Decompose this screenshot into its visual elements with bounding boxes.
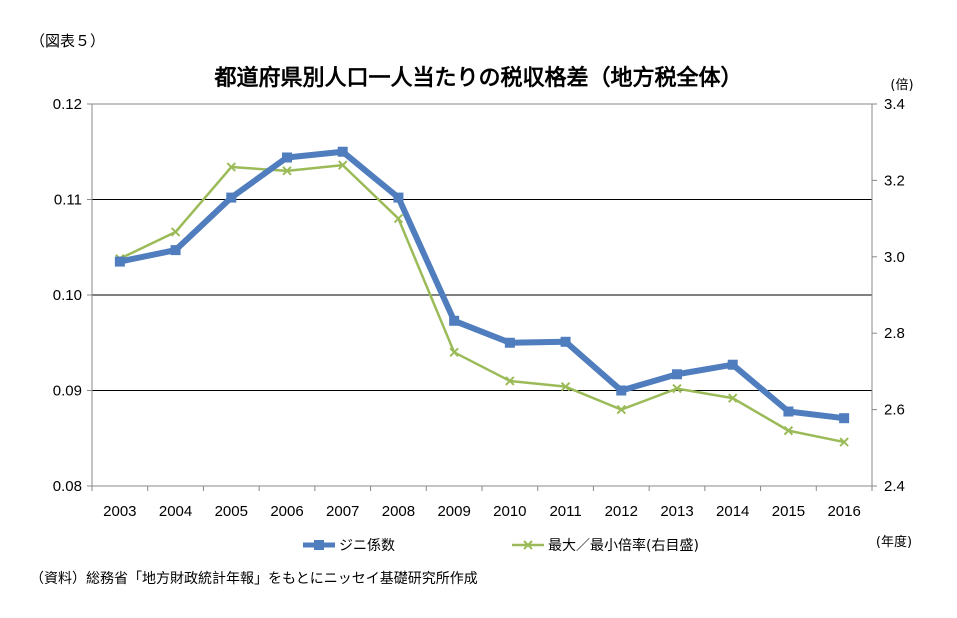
legend-item: 最大／最小倍率(右目盛) [512, 537, 699, 554]
x-tick-label: 2006 [270, 503, 303, 520]
x-tick-label: 2014 [716, 503, 749, 520]
data-point [783, 425, 794, 436]
grid-lines [92, 103, 872, 487]
y-right-tick-label: 2.8 [884, 325, 905, 342]
legend-marker [523, 540, 533, 550]
data-point [170, 245, 181, 256]
x-tick-marks [91, 486, 873, 491]
y-left-tick-label: 0.09 [53, 383, 82, 400]
legend-label: ジニ係数 [339, 538, 395, 554]
y-left-ticks: 0.08 0.09 0.10 0.11 0.12 [53, 96, 92, 495]
data-point [449, 347, 459, 358]
data-point [449, 315, 460, 326]
y-right-ticks: 2.4 2.6 2.8 3.0 3.2 3.4 [872, 96, 905, 495]
x-tick-label: 2011 [549, 503, 581, 520]
y-right-tick-label: 3.4 [884, 96, 905, 113]
series-gini [114, 146, 850, 424]
y-right-tick-label: 2.6 [884, 402, 905, 419]
series-line [118, 163, 846, 444]
data-point [505, 376, 515, 386]
x-tick-label: 2005 [215, 503, 248, 520]
data-point [616, 404, 626, 415]
data-point [560, 381, 571, 392]
y-left-tick-label: 0.12 [53, 96, 82, 113]
data-point [839, 437, 849, 447]
data-point [338, 160, 348, 170]
x-tick-label: 2010 [493, 503, 526, 520]
data-point [114, 256, 125, 267]
data-point [337, 146, 348, 157]
data-point [783, 406, 794, 417]
data-point [728, 393, 738, 403]
data-point [393, 213, 404, 224]
data-point [226, 162, 236, 172]
data-point [727, 359, 738, 370]
legend-label: 最大／最小倍率(右目盛) [548, 537, 699, 554]
figure-label: （図表５） [30, 32, 106, 50]
x-tick-label: 2003 [103, 503, 136, 520]
x-axis-unit: (年度) [876, 534, 912, 550]
data-point [560, 336, 571, 347]
data-point [282, 166, 292, 176]
data-point [282, 152, 292, 163]
x-tick-label: 2004 [159, 503, 192, 520]
data-point [504, 337, 515, 348]
data-point [393, 192, 404, 203]
data-point [839, 413, 850, 424]
series-line [116, 148, 848, 422]
data-point [672, 369, 682, 380]
series-layer [114, 146, 850, 447]
legend-item: ジニ係数 [303, 538, 395, 554]
source-note: （資料）総務省「地方財政統計年報」をもとにニッセイ基礎研究所作成 [30, 571, 478, 587]
x-tick-label: 2016 [827, 503, 860, 520]
y-left-tick-label: 0.08 [53, 478, 82, 495]
y-right-unit: (倍) [890, 78, 913, 93]
y-right-tick-label: 3.2 [884, 172, 905, 189]
data-point [170, 227, 181, 237]
data-point [226, 192, 237, 203]
legend-marker [314, 540, 324, 550]
chart-title: 都道府県別人口一人当たりの税収格差（地方税全体） [214, 66, 743, 91]
data-point [672, 383, 682, 394]
x-tick-labels: 2003 2004 2005 2006 2007 2008 2009 2010 2011 2012… [103, 503, 861, 520]
x-tick-label: 2009 [437, 503, 470, 520]
y-right-tick-label: 3.0 [884, 249, 905, 266]
x-tick-label: 2015 [772, 503, 805, 520]
x-tick-label: 2007 [326, 503, 359, 520]
y-right-tick-label: 2.4 [884, 478, 905, 495]
x-tick-label: 2008 [382, 503, 415, 520]
y-left-tick-label: 0.10 [53, 287, 82, 304]
legend: ジニ係数 最大／最小倍率(右目盛) [303, 537, 699, 554]
y-left-tick-label: 0.11 [54, 192, 82, 209]
x-tick-label: 2012 [605, 503, 638, 520]
x-tick-label: 2013 [660, 503, 693, 520]
data-point [616, 385, 627, 396]
